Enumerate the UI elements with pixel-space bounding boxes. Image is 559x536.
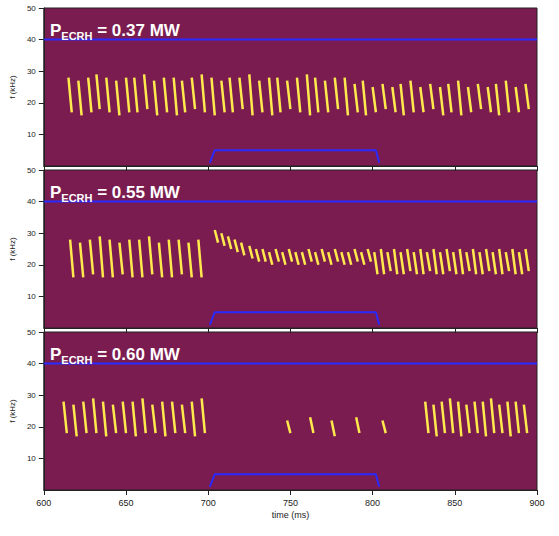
svg-text:10: 10: [27, 130, 36, 139]
svg-text:900: 900: [529, 498, 544, 508]
svg-text:50: 50: [27, 328, 36, 337]
svg-text:40: 40: [27, 359, 36, 368]
svg-text:P: P: [50, 345, 61, 364]
svg-text:700: 700: [201, 498, 216, 508]
svg-text:20: 20: [27, 422, 36, 431]
svg-text:30: 30: [27, 67, 36, 76]
svg-text:800: 800: [365, 498, 380, 508]
svg-text:30: 30: [27, 229, 36, 238]
svg-text:30: 30: [27, 391, 36, 400]
svg-text:10: 10: [27, 454, 36, 463]
svg-text:f (kHz): f (kHz): [8, 399, 17, 423]
svg-text:ECRH: ECRH: [61, 354, 92, 366]
svg-text:50: 50: [27, 166, 36, 175]
svg-text:20: 20: [27, 260, 36, 269]
svg-text:P: P: [50, 21, 61, 40]
svg-text:50: 50: [27, 4, 36, 13]
svg-text:= 0.37 MW: = 0.37 MW: [93, 21, 181, 40]
svg-text:650: 650: [118, 498, 133, 508]
svg-text:f (kHz): f (kHz): [8, 237, 17, 261]
svg-text:time (ms): time (ms): [272, 510, 310, 520]
svg-text:f (kHz): f (kHz): [8, 75, 17, 99]
svg-text:= 0.60 MW: = 0.60 MW: [93, 345, 181, 364]
svg-text:850: 850: [447, 498, 462, 508]
svg-text:600: 600: [36, 498, 51, 508]
svg-text:ECRH: ECRH: [61, 30, 92, 42]
svg-text:= 0.55 MW: = 0.55 MW: [93, 183, 181, 202]
svg-text:P: P: [50, 183, 61, 202]
svg-text:40: 40: [27, 197, 36, 206]
svg-text:ECRH: ECRH: [61, 192, 92, 204]
svg-text:20: 20: [27, 98, 36, 107]
svg-text:750: 750: [283, 498, 298, 508]
svg-text:40: 40: [27, 35, 36, 44]
svg-text:10: 10: [27, 292, 36, 301]
